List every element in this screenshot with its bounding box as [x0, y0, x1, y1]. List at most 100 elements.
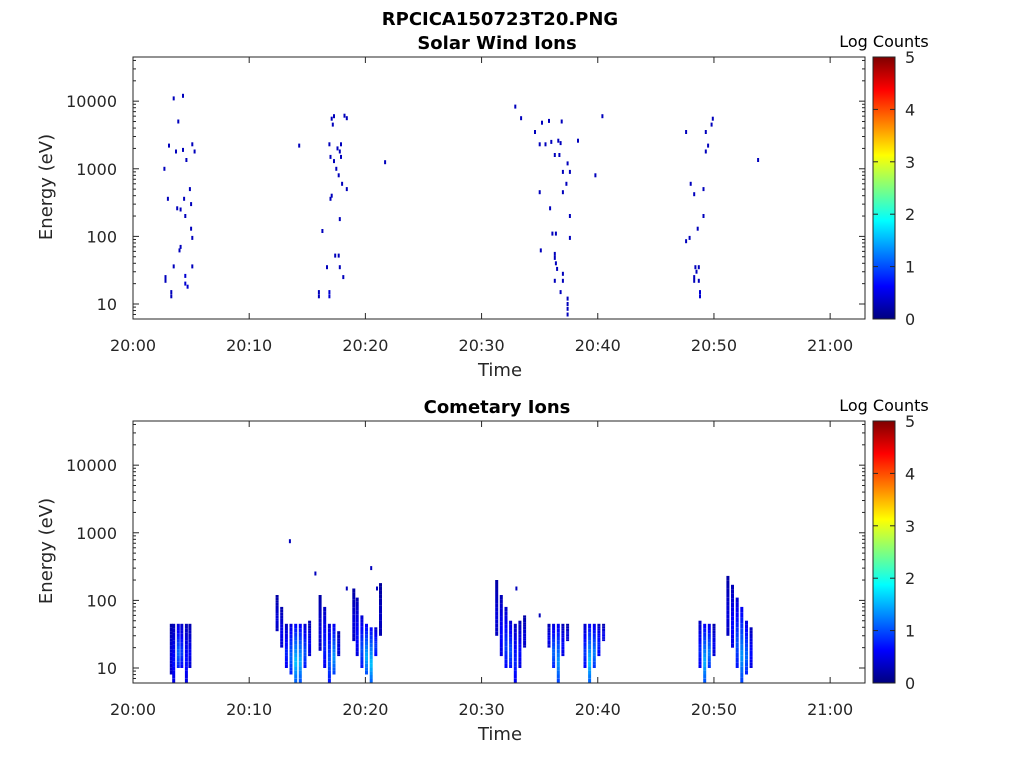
heatmap-cell: [740, 634, 744, 640]
heatmap-cell: [352, 626, 356, 630]
heatmap-cell: [499, 634, 503, 639]
heatmap-cell: [703, 674, 707, 679]
heatmap-cell: [703, 657, 707, 662]
heatmap-cell: [556, 623, 560, 628]
heatmap-cell: [592, 655, 596, 659]
heatmap-cell: [568, 169, 571, 174]
heatmap-cell: [308, 638, 312, 641]
heatmap-cell: [726, 605, 730, 611]
heatmap-cell: [504, 659, 508, 664]
y-axis-label: Energy (eV): [36, 134, 57, 240]
heatmap-cell: [318, 642, 322, 647]
heatmap-cell: [707, 655, 711, 659]
heatmap-cell: [172, 678, 176, 683]
heatmap-cell: [556, 636, 560, 641]
heatmap-cell: [561, 626, 565, 629]
heatmap-cell: [355, 639, 359, 644]
heatmap-cell: [318, 599, 322, 603]
heatmap-cell: [712, 653, 716, 657]
heatmap-cell: [332, 656, 336, 660]
heatmap-cell: [726, 631, 730, 636]
colorbar-tick-label: 5: [905, 48, 915, 67]
heatmap-cell: [289, 656, 293, 660]
heatmap-cell: [556, 678, 560, 683]
heatmap-cell: [749, 638, 753, 642]
heatmap-cell: [184, 678, 188, 683]
heatmap-cell: [172, 674, 176, 679]
heatmap-cell: [515, 586, 518, 591]
heatmap-cell: [504, 611, 508, 616]
heatmap-cell: [509, 634, 513, 638]
heatmap-cell: [561, 635, 565, 638]
x-tick-label: 20:40: [575, 700, 621, 719]
heatmap-cell: [597, 630, 601, 633]
heatmap-cell: [698, 661, 702, 665]
heatmap-cell: [275, 628, 279, 632]
heatmap-cell: [172, 661, 176, 667]
heatmap-cell: [176, 661, 180, 665]
heatmap-cell: [294, 674, 298, 679]
heatmap-cell: [749, 636, 753, 639]
heatmap-cell: [176, 649, 180, 653]
heatmap-cell: [495, 603, 499, 608]
heatmap-cell: [685, 239, 688, 244]
heatmap-cell: [345, 116, 348, 121]
heatmap-cell: [323, 606, 327, 612]
heatmap-cell: [379, 632, 382, 636]
heatmap-cell: [369, 651, 373, 656]
heatmap-cell: [547, 630, 551, 633]
heatmap-cell: [342, 275, 345, 280]
heatmap-cell: [749, 633, 753, 636]
heatmap-cell: [698, 644, 702, 648]
heatmap-cell: [495, 584, 499, 588]
heatmap-cell: [369, 635, 373, 640]
heatmap-cell: [523, 638, 527, 641]
heatmap-cell: [518, 637, 522, 641]
heatmap-cell: [513, 661, 517, 667]
heatmap-cell: [280, 618, 284, 622]
heatmap-cell: [365, 623, 368, 628]
heatmap-cell: [360, 656, 364, 661]
heatmap-cell: [740, 645, 744, 651]
heatmap-cell: [566, 302, 569, 306]
heatmap-cell: [334, 253, 337, 258]
heatmap-cell: [308, 630, 312, 634]
heatmap-cell: [180, 658, 184, 662]
heatmap-cell: [294, 666, 298, 671]
heatmap-cell: [343, 113, 346, 118]
heatmap-cell: [735, 647, 739, 653]
heatmap-cell: [513, 649, 517, 654]
heatmap-cell: [275, 600, 279, 603]
heatmap-cell: [176, 639, 180, 643]
heatmap-cell: [592, 639, 596, 643]
heatmap-cell: [513, 640, 517, 645]
heatmap-cell: [583, 642, 587, 646]
heatmap-cell: [534, 130, 536, 134]
heatmap-cell: [735, 607, 739, 613]
heatmap-cell: [328, 142, 331, 147]
heatmap-cell: [176, 633, 180, 637]
heatmap-cell: [355, 601, 359, 606]
heatmap-cell: [693, 275, 696, 280]
heatmap-cell: [731, 598, 734, 603]
heatmap-cell: [369, 631, 373, 636]
heatmap-cell: [352, 599, 356, 604]
heatmap-cell: [374, 647, 378, 650]
heatmap-cell: [594, 173, 597, 178]
heatmap-cell: [698, 651, 702, 655]
heatmap-cell: [556, 661, 560, 667]
heatmap-cell: [360, 660, 364, 665]
heatmap-cell: [731, 620, 734, 626]
heatmap-cell: [547, 642, 551, 645]
heatmap-cell: [499, 625, 503, 630]
heatmap-cell: [561, 271, 564, 276]
heatmap-cell: [379, 617, 382, 621]
heatmap-cell: [745, 643, 748, 648]
heatmap-cell: [566, 638, 570, 640]
heatmap-cell: [294, 670, 298, 675]
heatmap-cell: [318, 607, 322, 611]
heatmap-cell: [318, 603, 322, 607]
heatmap-cell: [172, 645, 176, 650]
heatmap-cell: [335, 166, 338, 171]
